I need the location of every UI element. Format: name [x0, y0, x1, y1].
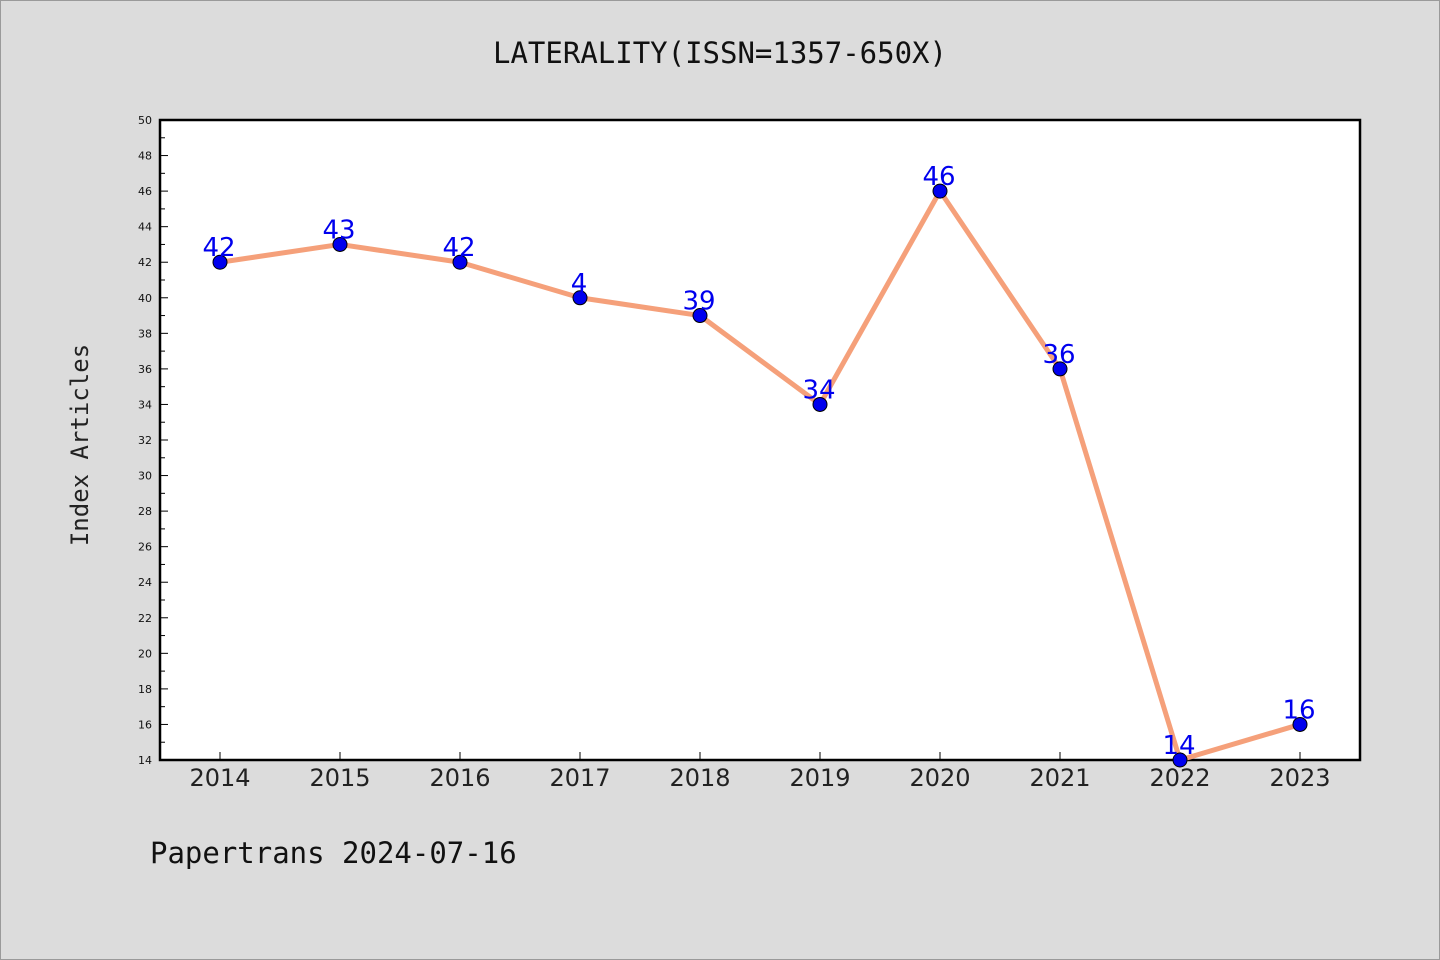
- y-tick-label: 32: [138, 434, 152, 447]
- chart-title: LATERALITY(ISSN=1357-650X): [493, 36, 947, 70]
- data-label: 39: [682, 287, 715, 317]
- y-tick-label: 42: [138, 256, 152, 269]
- y-tick-label: 50: [138, 114, 152, 127]
- x-tick-label: 2021: [1029, 764, 1090, 792]
- data-point: [692, 308, 708, 324]
- y-tick-label: 30: [138, 470, 152, 483]
- data-label: 4: [571, 269, 588, 299]
- plot-area: [158, 118, 1362, 762]
- y-tick-label: 14: [138, 754, 152, 767]
- y-tick-label: 40: [138, 292, 152, 305]
- y-tick-label: 46: [138, 185, 152, 198]
- x-tick-label: 2015: [309, 764, 370, 792]
- series-line: [219, 188, 1301, 763]
- data-point: [212, 254, 228, 270]
- data-label: 43: [322, 215, 355, 245]
- y-tick-label: 18: [138, 683, 152, 696]
- data-point: [572, 290, 588, 306]
- y-tick-label: 48: [138, 150, 152, 163]
- y-tick-label: 24: [138, 576, 152, 589]
- y-tick-label: 36: [138, 363, 152, 376]
- x-tick-label: 2020: [909, 764, 970, 792]
- x-tick-label: 2017: [549, 764, 610, 792]
- data-point: [1292, 716, 1308, 732]
- y-tick-label: 26: [138, 541, 152, 554]
- data-label: 34: [802, 375, 835, 405]
- data-point: [1052, 361, 1068, 377]
- y-tick-label: 34: [138, 398, 152, 411]
- data-point: [332, 236, 348, 252]
- x-tick-label: 2023: [1269, 764, 1330, 792]
- data-label: 36: [1042, 340, 1075, 370]
- data-point: [812, 396, 828, 412]
- data-point: [932, 183, 948, 199]
- x-tick-label: 2022: [1149, 764, 1210, 792]
- x-tick-label: 2014: [189, 764, 250, 792]
- data-label: 16: [1282, 695, 1315, 725]
- y-tick-label: 44: [138, 221, 152, 234]
- y-tick-label: 28: [138, 505, 152, 518]
- data-label: 46: [922, 162, 955, 192]
- data-label: 14: [1162, 731, 1195, 761]
- x-tick-label: 2016: [429, 764, 490, 792]
- y-tick-label: 16: [138, 718, 152, 731]
- data-label: 42: [442, 233, 475, 263]
- data-point: [452, 254, 468, 270]
- x-tick-label: 2019: [789, 764, 850, 792]
- x-tick-label: 2018: [669, 764, 730, 792]
- y-tick-label: 38: [138, 327, 152, 340]
- y-tick-label: 20: [138, 647, 152, 660]
- data-label: 42: [202, 233, 235, 263]
- data-point: [1172, 752, 1188, 768]
- y-tick-label: 22: [138, 612, 152, 625]
- footer-note: Papertrans 2024-07-16: [150, 836, 517, 870]
